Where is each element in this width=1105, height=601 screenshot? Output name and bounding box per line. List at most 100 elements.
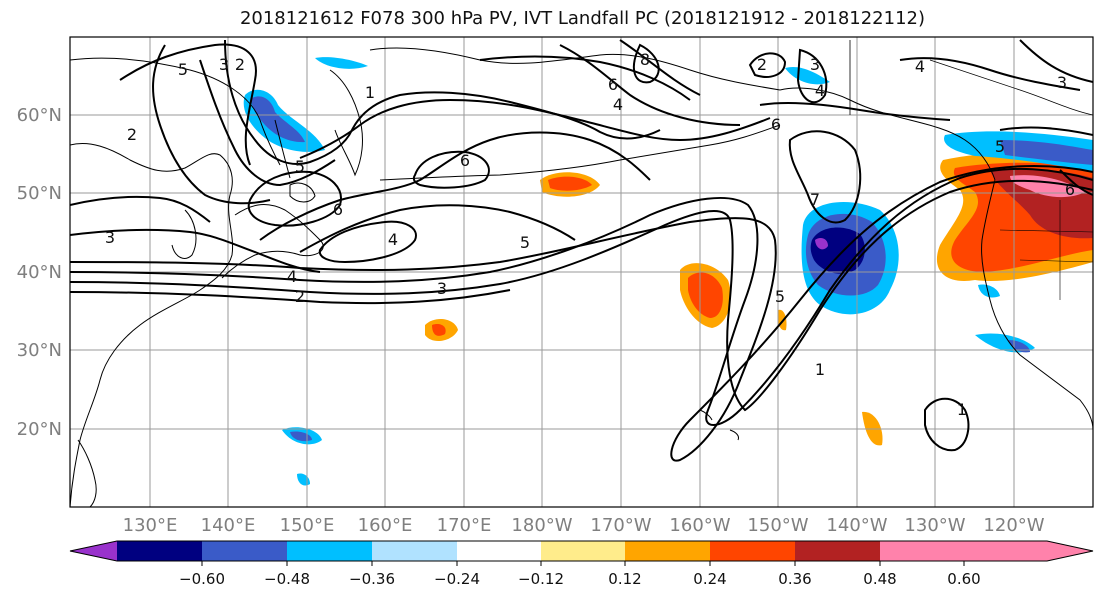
colorbar-extend-low [70,541,117,561]
contour-line [199,59,336,187]
lat-label: 40°N [17,262,62,283]
colorbar-segment [117,541,202,561]
contour-line [412,150,490,189]
colorbar-segment [880,541,964,561]
contour-line [632,43,660,84]
colorbar-segment [202,541,287,561]
colorbar-tick-label: −0.12 [518,570,564,588]
longitude-labels: 130°E 140°E 150°E 160°E 170°E 180°W 170°… [123,515,1045,536]
contour-line [299,98,771,159]
colorbar-tick-label: −0.36 [349,570,395,588]
pv-negative-eastsmall [978,284,1000,298]
coast-state-lines [999,200,1093,300]
colorbar-tick-label: 0.48 [863,570,896,588]
lat-label: 30°N [17,340,62,361]
lon-label: 180°W [511,515,572,536]
pv-positive-sub-core [688,272,723,318]
coast-korea [171,209,197,259]
contour-label: 5 [520,233,530,252]
contour-line [619,39,701,96]
contour-label: 4 [815,81,825,100]
colorbar-segment [625,541,710,561]
contour-label: 7 [810,190,820,209]
colorbar-tick-label: −0.48 [264,570,310,588]
colorbar-tick-label: 0.12 [608,570,641,588]
colorbar-segment [372,541,457,561]
map-frame [69,36,1094,508]
contour-line [318,220,417,264]
lon-label: 130°E [123,515,178,536]
pv-contours [70,39,1093,462]
lat-label: 50°N [17,183,62,204]
coast-aleutians [379,124,781,181]
contour-line [224,39,661,165]
coast-siberia [369,47,781,91]
contour-label: 6 [771,115,781,134]
contour-label: 2 [127,125,137,144]
contour-label: 5 [295,157,305,176]
contour-label: 4 [388,230,398,249]
contour-label: 3 [219,55,229,74]
contour-label: 2 [295,287,305,306]
contour-label: 5 [178,60,188,79]
lon-label: 160°E [358,515,413,536]
lat-label: 60°N [17,105,62,126]
lon-label: 140°E [201,515,256,536]
coast-hokkaido [289,182,316,203]
colorbar-outline [69,540,1094,562]
contour-label: 6 [333,200,343,219]
contour-line [796,48,828,104]
colorbar-segment [541,541,625,561]
coast-islands-philippines [77,439,97,507]
lon-label: 160°W [669,515,730,536]
contour-label: 8 [640,50,650,69]
colorbar-extend-high [964,541,1093,561]
contour-label: 2 [757,55,767,74]
contour-line [748,52,787,78]
contour-labels: 5 3 2 1 2 5 6 6 4 3 4 2 3 5 6 4 8 2 3 4 … [105,50,1075,419]
lon-label: 150°E [280,515,335,536]
coast-kamchatka [329,69,363,177]
contour-line [999,126,1093,136]
contour-line [152,44,271,205]
contour-line [1019,39,1093,83]
lon-label: 170°W [590,515,651,536]
contour-label: 2 [235,55,245,74]
coast-na-west [981,179,1093,431]
colorbar-tick-label: −0.24 [434,570,480,588]
contour-label: 3 [1057,73,1067,92]
pv-positive-np-core [548,176,592,191]
contour-label: 6 [460,151,470,170]
lon-label: 150°W [747,515,808,536]
lon-label: 140°W [826,515,887,536]
contour-line [788,130,862,224]
contour-label: 1 [365,83,375,102]
pv-negative-gulf-core [1000,140,1093,165]
contour-line [70,195,211,223]
contour-line [559,44,741,126]
contour-line [299,204,576,253]
lat-label: 20°N [17,419,62,440]
contour-label: 6 [1065,180,1075,199]
contour-line [70,289,511,305]
contour-label: 3 [810,55,820,74]
contour-line [119,43,257,166]
pv-negative-bering [785,66,830,85]
contour-line [247,170,342,227]
contour-label: 4 [613,95,623,114]
pv-negative-trough-peak [815,238,828,250]
colorbar-segment [795,541,880,561]
colorbar-tick-label: −0.60 [179,570,225,588]
pv-positive-small-core [432,324,446,336]
contour-line [70,179,1093,412]
coast-okhotsk [70,57,281,166]
contour-label: 6 [608,75,618,94]
lon-label: 170°E [437,515,492,536]
contour-label: 5 [995,137,1005,156]
contour-line [1059,169,1093,196]
coast-asia [70,142,234,507]
contour-line [899,57,1081,91]
contour-line [259,131,651,241]
colorbar-tick-label: 0.60 [947,570,980,588]
